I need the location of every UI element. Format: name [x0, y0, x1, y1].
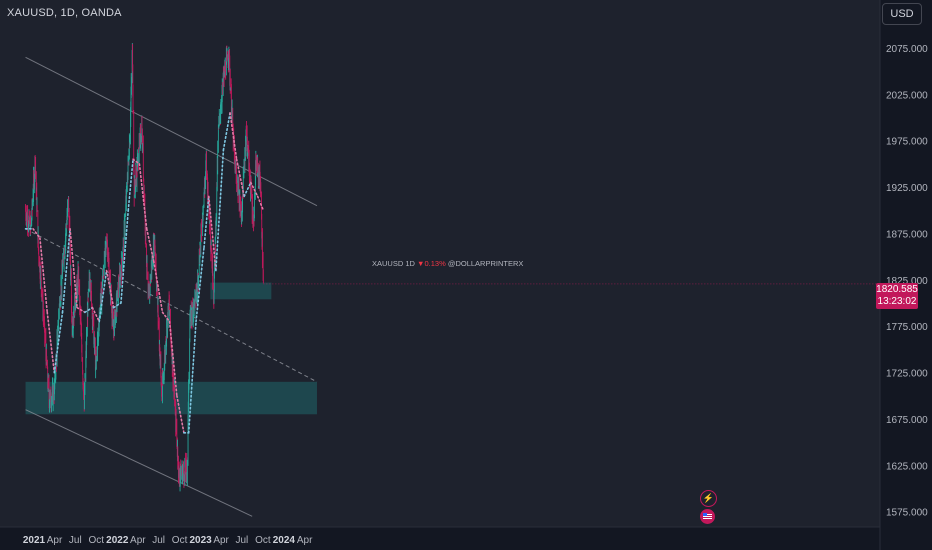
moving-average-segment — [98, 269, 108, 323]
lightning-icon[interactable]: ⚡ — [700, 490, 717, 507]
moving-average-segment — [69, 228, 78, 309]
price-tick-label: 1975.000 — [886, 137, 928, 148]
moving-average-segment — [222, 112, 231, 151]
time-tick-label: 2021 — [23, 535, 46, 546]
channel-middle-line[interactable] — [25, 228, 318, 383]
moving-average-segment — [161, 311, 171, 323]
time-tick-label: Apr — [297, 535, 313, 546]
moving-average-segment — [112, 302, 122, 309]
bar-countdown: 13:23:02 — [877, 296, 917, 307]
time-tick-label: Oct — [89, 535, 105, 546]
watermark: XAUUSD 1D ▼0.13% @DOLLARPRINTERX — [372, 259, 523, 268]
price-tick-label: 2075.000 — [886, 44, 928, 55]
price-tick-label: 1875.000 — [886, 229, 928, 240]
time-tick-label: Jul — [152, 535, 165, 546]
moving-average-segment — [203, 195, 210, 249]
moving-average-segment — [195, 246, 205, 323]
moving-average-segment — [84, 306, 94, 314]
moving-average-segment — [105, 269, 115, 309]
moving-average-segment — [91, 306, 101, 323]
moving-average-segment — [46, 311, 56, 374]
time-tick-label: Jul — [235, 535, 248, 546]
price-tick-label: 1675.000 — [886, 415, 928, 426]
price-tick-label: 2025.000 — [886, 90, 928, 101]
last-price-value: 1820.585 — [876, 284, 918, 295]
time-tick-label: 2022 — [106, 535, 129, 546]
time-axis[interactable]: 2021 Apr Jul Oct 2022 Apr Jul Oct 2023 Apr Jul Oct 2… — [23, 535, 313, 546]
watermark-change: ▼0.13% — [417, 259, 446, 268]
time-tick-label: Apr — [213, 535, 229, 546]
moving-average-segment — [168, 320, 178, 397]
price-tick-label: 1575.000 — [886, 508, 928, 519]
moving-average-segment — [61, 228, 71, 314]
moving-average-segment — [76, 306, 86, 314]
moving-average-segment — [208, 195, 217, 272]
price-tick-label: 1925.000 — [886, 183, 928, 194]
last-price-label: 1820.585 13:23:02 — [876, 283, 918, 309]
support-zone[interactable] — [210, 282, 272, 300]
watermark-symbol: XAUUSD — [372, 259, 404, 268]
time-tick-label: 2023 — [189, 535, 212, 546]
moving-average-segment — [120, 209, 130, 304]
us-flag-icon[interactable] — [700, 509, 715, 524]
moving-average-segment — [215, 149, 225, 272]
moving-average-segment — [243, 181, 252, 198]
time-tick-label: Apr — [130, 535, 146, 546]
moving-average-segment — [32, 228, 41, 239]
time-tick-label: Oct — [172, 535, 188, 546]
channel-upper-line[interactable] — [25, 56, 318, 207]
symbol-title: XAUUSD, 1D, OANDA — [7, 7, 122, 19]
watermark-author: @DOLLARPRINTERX — [447, 259, 524, 268]
price-axis[interactable]: 1575.000 1625.000 1675.000 1725.000 1775.000… — [886, 44, 928, 519]
moving-average-segment — [229, 112, 238, 161]
moving-average-segment — [39, 237, 49, 314]
moving-average-segment — [145, 228, 155, 263]
moving-average-segment — [153, 260, 164, 314]
support-zone[interactable] — [25, 381, 317, 415]
watermark-interval: 1D — [405, 259, 415, 268]
time-tick-label: Oct — [255, 535, 271, 546]
moving-average-segment — [53, 311, 64, 374]
price-tick-label: 1725.000 — [886, 369, 928, 380]
moving-average-segment — [187, 320, 197, 434]
moving-average-segment — [249, 181, 259, 198]
moving-average-segment — [176, 394, 185, 434]
time-tick-label: Jul — [69, 535, 82, 546]
moving-average-segment — [127, 158, 134, 212]
channel-lower-line[interactable] — [25, 409, 253, 517]
moving-average-segment — [132, 158, 141, 165]
time-tick-label: Apr — [47, 535, 63, 546]
time-tick-label: 2024 — [273, 535, 296, 546]
price-tick-label: 1775.000 — [886, 322, 928, 333]
price-tick-label: 1625.000 — [886, 461, 928, 472]
moving-average-segment — [235, 158, 245, 198]
moving-average-segment — [256, 195, 265, 212]
moving-average-segment — [138, 163, 148, 230]
currency-button[interactable]: USD — [882, 3, 922, 25]
price-tick-label: 1825.000 — [886, 276, 928, 287]
